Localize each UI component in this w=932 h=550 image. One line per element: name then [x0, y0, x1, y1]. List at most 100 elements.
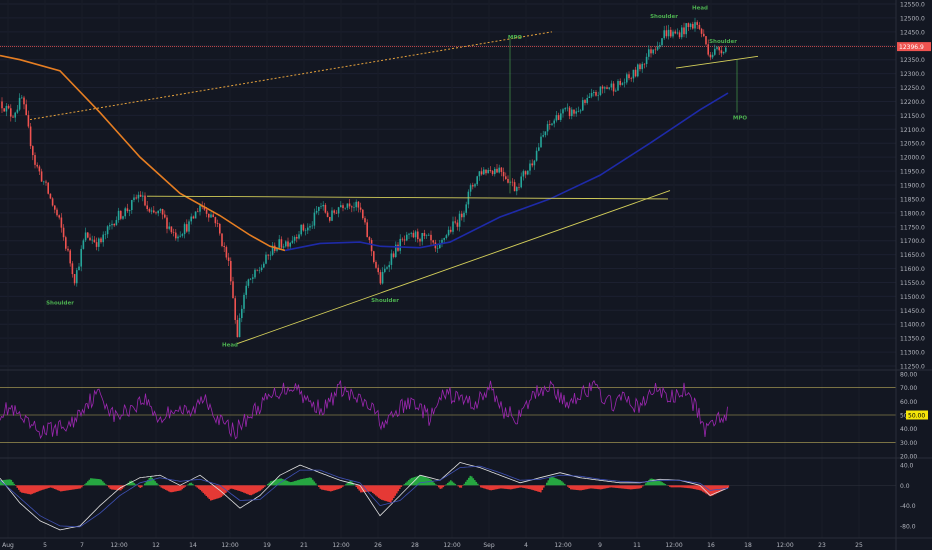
macd-panel[interactable] — [0, 462, 896, 531]
macd-histogram-bar — [336, 485, 338, 490]
macd-histogram-bar — [75, 485, 77, 490]
macd-histogram-bar — [325, 485, 328, 491]
macd-histogram-bar — [210, 485, 212, 501]
candle-body — [612, 83, 615, 92]
price-tick-label: 12250.0 — [900, 85, 925, 92]
macd-histogram-bar — [724, 485, 727, 490]
candle-body — [21, 97, 23, 99]
candle-body — [342, 205, 344, 209]
macd-histogram-bar — [372, 485, 374, 494]
neckline-left — [146, 195, 669, 200]
candle-body — [100, 238, 102, 243]
macd-histogram-bar — [88, 479, 91, 486]
candle-body — [216, 223, 219, 224]
macd-histogram-bar — [549, 477, 551, 486]
candle-body — [10, 108, 12, 117]
macd-histogram-bar — [58, 485, 61, 491]
candle-body — [637, 64, 639, 77]
candle-body — [137, 194, 140, 199]
macd-histogram-bar — [216, 485, 218, 499]
macd-histogram-bar — [700, 485, 703, 491]
candle-body — [553, 120, 555, 124]
macd-histogram-bar — [586, 485, 589, 490]
candle-body — [197, 211, 199, 213]
candle-body — [166, 217, 168, 229]
macd-histogram-bar — [457, 485, 460, 487]
macd-histogram-bar — [172, 485, 175, 492]
macd-histogram-bar — [607, 485, 610, 488]
rsi-panel[interactable] — [0, 379, 896, 443]
candle-body — [463, 212, 465, 218]
macd-histogram-bar — [556, 478, 559, 486]
macd-histogram-bar — [229, 485, 232, 489]
macd-histogram-bar — [157, 484, 160, 486]
candle-body — [12, 116, 14, 118]
macd-histogram-bar — [208, 485, 211, 500]
candle-body — [87, 232, 89, 238]
candle-body — [483, 169, 485, 175]
candle-body — [337, 207, 340, 214]
candle-body — [234, 298, 236, 320]
macd-histogram-bar — [367, 485, 370, 492]
candle-body — [221, 233, 223, 247]
macd-histogram-bar — [27, 485, 29, 494]
candle-body — [225, 247, 228, 258]
candle-body — [540, 136, 542, 148]
candle-body — [368, 237, 371, 241]
macd-histogram-bar — [381, 485, 383, 500]
macd-histogram-bar — [175, 485, 178, 492]
macd-histogram-bar — [19, 485, 22, 492]
macd-histogram-bar — [678, 485, 680, 488]
time-tick-label: 12:00 — [776, 542, 793, 549]
macd-histogram-bar — [309, 477, 311, 486]
macd-histogram-bar — [166, 485, 169, 491]
macd-histogram-bar — [24, 485, 26, 494]
candle-body — [582, 100, 584, 111]
candle-body — [56, 209, 58, 216]
macd-histogram-bar — [189, 483, 191, 486]
macd-histogram-bar — [553, 477, 556, 486]
macd-histogram-bar — [420, 475, 422, 486]
macd-histogram-bar — [67, 485, 70, 491]
macd-histogram-bar — [424, 477, 427, 486]
macd-histogram-bar — [369, 485, 371, 492]
macd-histogram-bar — [411, 477, 413, 486]
macd-histogram-bar — [375, 485, 377, 496]
macd-histogram-bar — [585, 485, 587, 490]
macd-histogram-bar — [439, 485, 442, 489]
macd-histogram-bar — [685, 485, 688, 488]
candle-body — [1, 101, 3, 109]
candle-body — [315, 210, 318, 213]
macd-histogram-bar — [528, 485, 530, 489]
macd-histogram-bar — [706, 485, 709, 495]
candle-body — [507, 178, 509, 183]
macd-histogram-bar — [465, 481, 467, 486]
macd-histogram-bar — [222, 485, 224, 496]
macd-histogram-bar — [514, 485, 517, 489]
candle-body — [188, 221, 190, 232]
macd-histogram-bar — [298, 479, 301, 486]
candle-body — [329, 216, 331, 221]
candle-body — [168, 226, 170, 229]
macd-histogram-bar — [225, 485, 227, 493]
candle-body — [18, 97, 21, 110]
candle-body — [458, 213, 461, 227]
macd-histogram-bar — [319, 485, 322, 489]
candle-body — [5, 105, 8, 112]
price-panel[interactable]: Shoulder Head Shoulder Shoulder Head Shoulder… — [0, 6, 896, 349]
macd-histogram-bar — [535, 485, 538, 492]
candle-body — [579, 110, 582, 112]
candle-body — [285, 241, 287, 247]
candle-body — [214, 217, 217, 224]
macd-histogram-bar — [318, 485, 320, 487]
candle-body — [223, 246, 225, 248]
candle-body — [109, 225, 111, 227]
macd-histogram-bar — [28, 485, 31, 495]
macd-histogram-bar — [406, 481, 409, 486]
macd-histogram-bar — [43, 485, 46, 490]
candle-body — [150, 210, 153, 212]
candle-body — [518, 187, 520, 188]
time-tick-label: 12:00 — [443, 542, 460, 549]
candle-body — [16, 109, 19, 113]
